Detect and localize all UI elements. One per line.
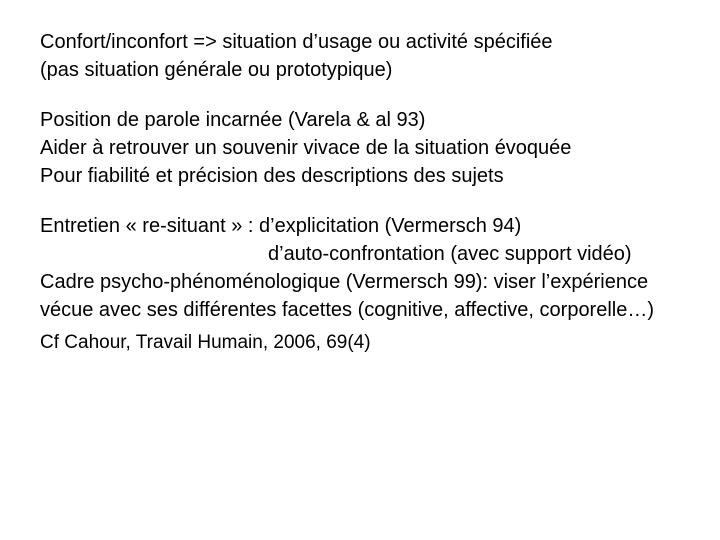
slide: Confort/inconfort => situation d’usage o… [0,0,720,540]
text-line: Cadre psycho-phénoménologique (Vermersch… [40,268,680,324]
block-2: Position de parole incarnée (Varela & al… [40,106,680,190]
block-3: Entretien « re-situant » : d’explicitati… [40,212,680,357]
text-line: (pas situation générale ou prototypique) [40,56,680,84]
text-line: Position de parole incarnée (Varela & al… [40,106,680,134]
text-line: Confort/inconfort => situation d’usage o… [40,28,680,56]
reference-line: Cf Cahour, Travail Humain, 2006, 69(4) [40,330,680,357]
text-line: Entretien « re-situant » : d’explicitati… [40,212,680,240]
text-line: Aider à retrouver un souvenir vivace de … [40,134,680,162]
text-line-indented: d’auto-confrontation (avec support vidéo… [40,240,680,268]
text-line: Pour fiabilité et précision des descript… [40,162,680,190]
block-1: Confort/inconfort => situation d’usage o… [40,28,680,84]
